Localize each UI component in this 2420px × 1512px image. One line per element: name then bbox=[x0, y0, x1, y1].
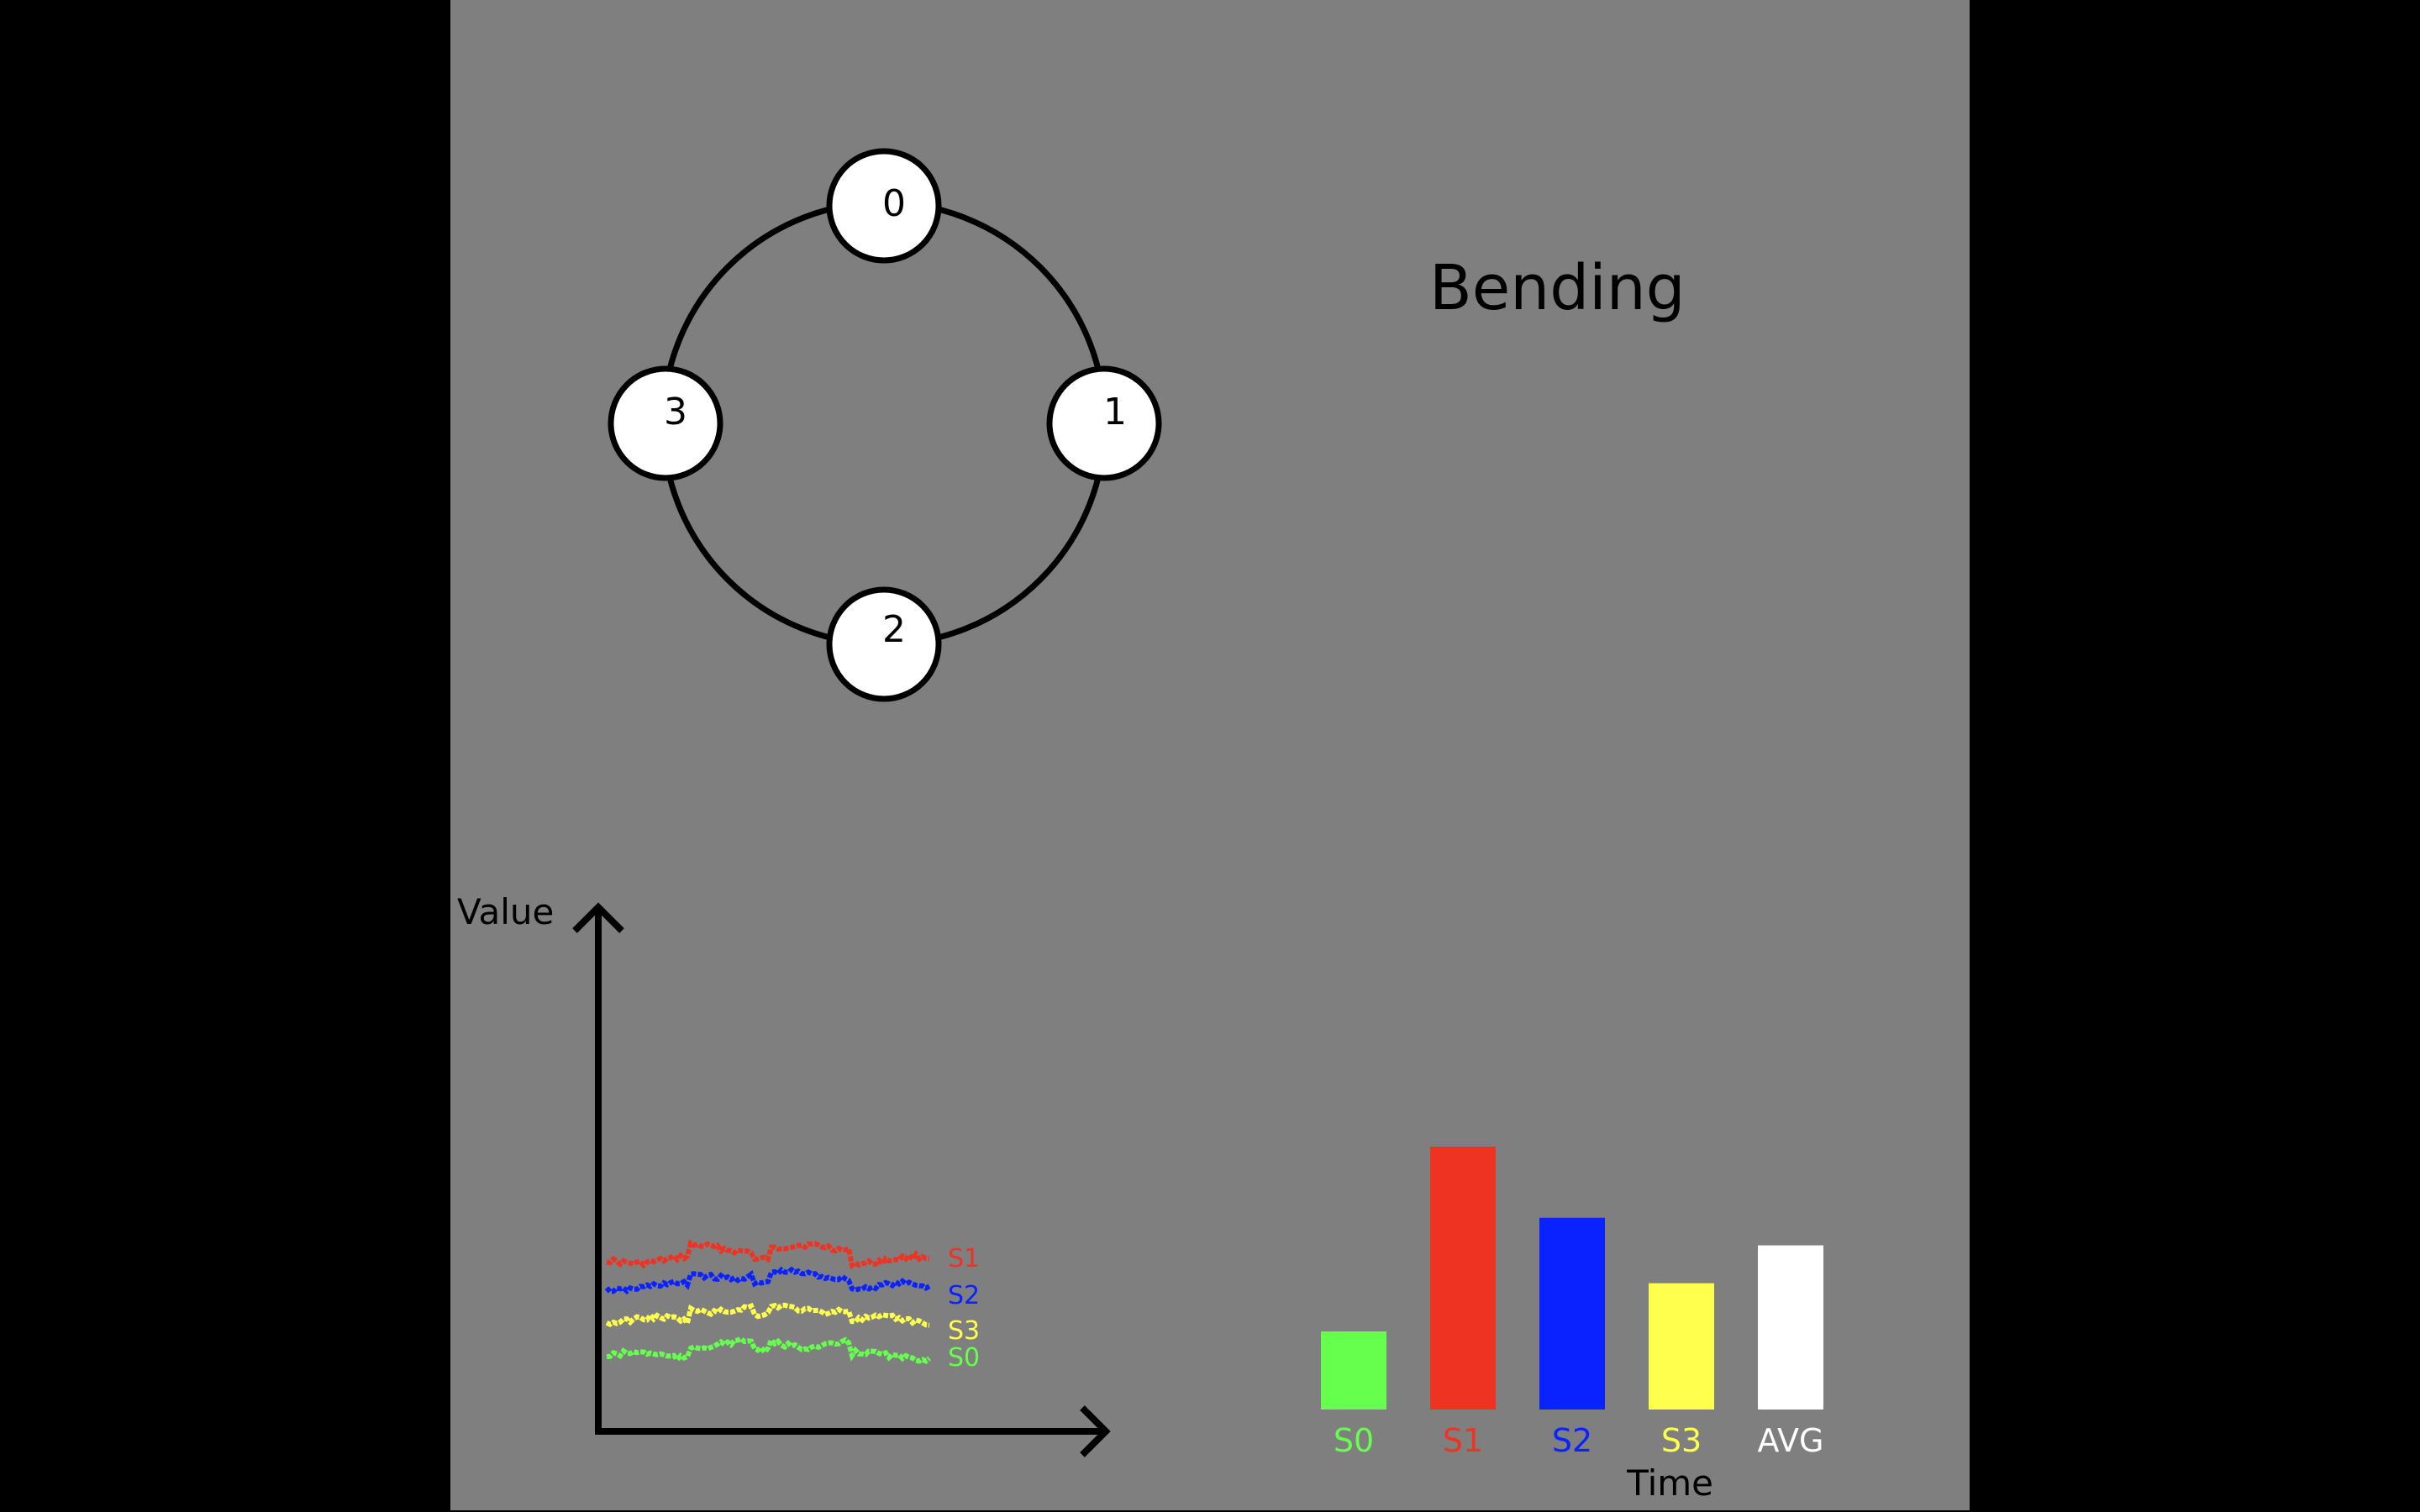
time-series-chart: Value Time S1 S2 S3 S0 bbox=[457, 891, 1713, 1504]
bar-label-avg: AVG bbox=[1757, 1422, 1823, 1459]
sensor-node-label-2: 2 bbox=[882, 608, 906, 651]
sensor-node-label-1: 1 bbox=[1103, 391, 1127, 433]
sensor-node-label-0: 0 bbox=[882, 182, 906, 225]
series-lines bbox=[604, 1239, 931, 1364]
sensor-node-label-3: 3 bbox=[664, 391, 687, 433]
series-label-s2: S2 bbox=[948, 1281, 980, 1310]
bar-label-s2: S2 bbox=[1552, 1422, 1592, 1459]
series-line-s0 bbox=[606, 1335, 931, 1364]
visualization-canvas: 0 1 2 3 Value Time S1 bbox=[450, 0, 1970, 1510]
bar-chart: S0 S1 S2 S3 AVG bbox=[1321, 1147, 1824, 1459]
y-axis-label: Value bbox=[457, 891, 554, 932]
bar-s0 bbox=[1321, 1331, 1386, 1410]
bar-s2 bbox=[1539, 1217, 1605, 1410]
scene-svg: 0 1 2 3 Value Time S1 bbox=[457, 148, 1824, 1504]
bar-s3 bbox=[1649, 1283, 1714, 1410]
sensor-ring: 0 1 2 3 bbox=[608, 148, 1162, 702]
bar-label-s1: S1 bbox=[1443, 1422, 1483, 1459]
series-label-s1: S1 bbox=[948, 1244, 980, 1273]
x-axis-label: Time bbox=[1626, 1462, 1713, 1504]
bar-avg bbox=[1758, 1245, 1823, 1410]
series-line-s1 bbox=[606, 1239, 930, 1270]
x-axis-arrow bbox=[1080, 1405, 1111, 1457]
series-label-s3: S3 bbox=[948, 1316, 980, 1346]
bar-s1 bbox=[1430, 1147, 1496, 1410]
sensor-node-0: 0 bbox=[826, 148, 942, 264]
sensor-node-1: 1 bbox=[1046, 365, 1162, 481]
y-axis-arrow bbox=[572, 902, 624, 933]
series-label-s0: S0 bbox=[948, 1343, 980, 1373]
sensor-node-3: 3 bbox=[608, 365, 723, 481]
bar-label-s0: S0 bbox=[1334, 1422, 1374, 1459]
mode-title: Bending bbox=[1429, 252, 1686, 324]
sensor-node-2: 2 bbox=[826, 586, 942, 702]
ring-circle bbox=[660, 199, 1108, 648]
series-line-s2 bbox=[604, 1266, 931, 1295]
bar-label-s3: S3 bbox=[1661, 1422, 1702, 1459]
series-line-s3 bbox=[605, 1302, 930, 1329]
